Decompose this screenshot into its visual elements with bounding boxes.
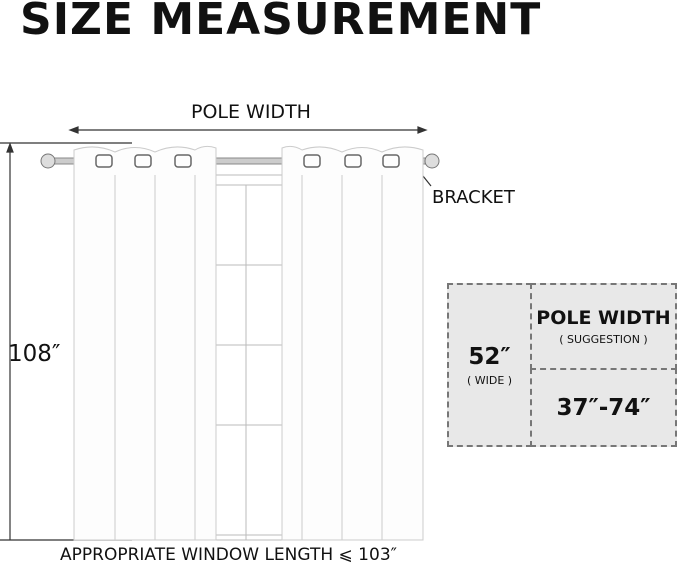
pole-range-box: 37″-74″ — [530, 368, 677, 447]
pole-title-box: POLE WIDTH ( SUGGESTION ) — [530, 283, 677, 370]
window-length-label: APPROPRIATE WINDOW LENGTH ⩽ 103″ — [60, 545, 397, 565]
dimension-lines — [0, 126, 432, 541]
pole-title: POLE WIDTH — [536, 307, 671, 329]
grommets — [95, 154, 400, 168]
pole-note: ( SUGGESTION ) — [559, 333, 648, 346]
height-label: 108″ — [8, 341, 61, 367]
width-value: 52″ — [468, 343, 511, 370]
bracket-label: BRACKET — [432, 187, 515, 208]
pole-range: 37″-74″ — [556, 394, 651, 421]
curtain-rod — [40, 153, 440, 169]
page-title: SIZE MEASUREMENT — [20, 0, 542, 45]
pole-width-label: POLE WIDTH — [191, 101, 311, 123]
curtain-panels — [73, 145, 424, 541]
width-box: 52″ ( WIDE ) — [447, 283, 532, 447]
width-note: ( WIDE ) — [466, 373, 513, 387]
window — [211, 174, 287, 541]
